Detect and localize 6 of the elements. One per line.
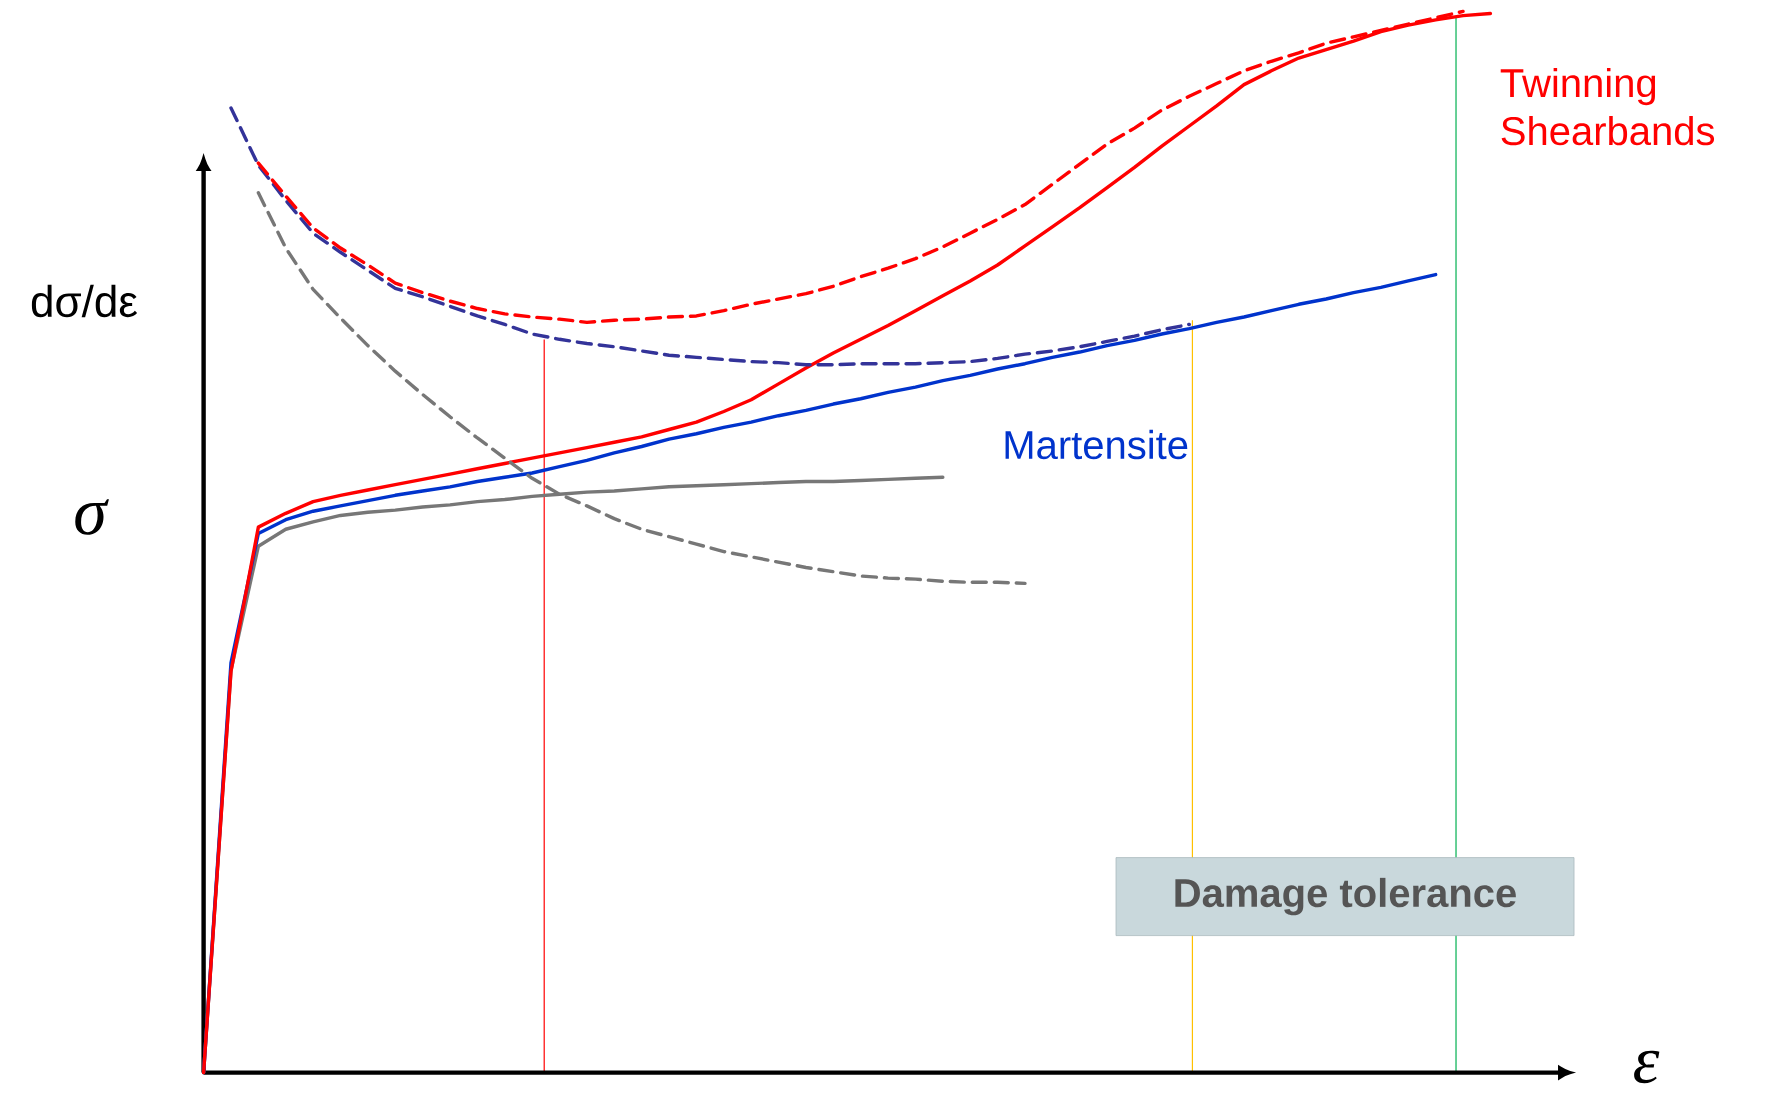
text: dσ/dε xyxy=(31,284,138,318)
series-label: Twinning Shearbands xyxy=(1500,67,1715,146)
y-axis-title: σ xyxy=(75,499,109,535)
series-label: Martensite xyxy=(1005,429,1188,460)
annotation: Damage tolerance xyxy=(1175,877,1516,916)
x-axis-title: ε xyxy=(1634,1050,1660,1084)
